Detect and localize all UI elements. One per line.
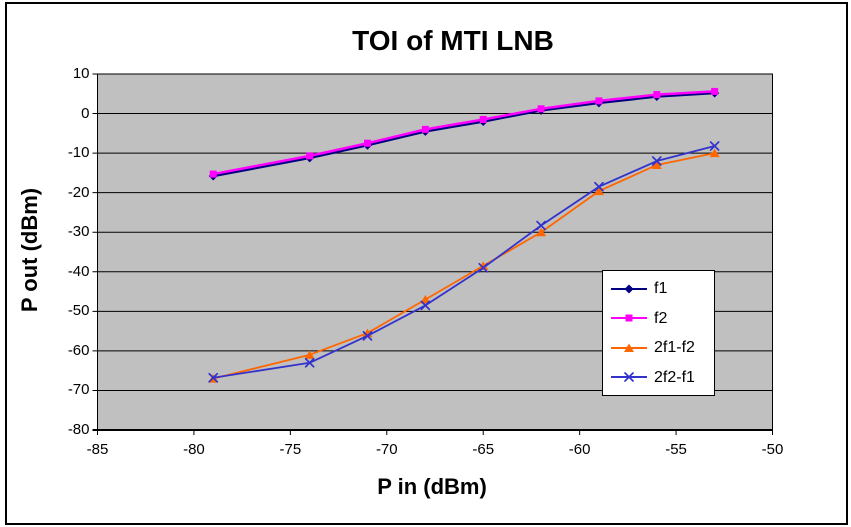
legend-marker-f2-icon	[611, 314, 647, 322]
y-tick-label: -30	[67, 223, 90, 241]
legend-item-f2: f2	[610, 310, 712, 327]
x-tick-label: -65	[472, 441, 495, 458]
legend-label: f2	[654, 309, 668, 327]
y-tick-label: -50	[67, 302, 90, 320]
y-tick-label: -20	[67, 183, 90, 201]
y-axis-title: P out (dBm)	[17, 187, 42, 313]
x-axis-title: P in (dBm)	[377, 474, 487, 499]
y-tick-label: -80	[67, 421, 90, 438]
y-tick-label: -60	[67, 341, 90, 359]
legend-item-f1: f1	[610, 280, 712, 297]
x-tick-label: -85	[86, 441, 109, 458]
x-tick-label: -55	[665, 441, 687, 458]
y-tick-label: 0	[81, 104, 90, 122]
x-tick-label: -50	[761, 441, 784, 458]
y-tick-label: -70	[67, 381, 90, 399]
legend-marker-2f1-f2-icon	[611, 343, 647, 352]
series-f2	[209, 87, 719, 178]
legend-label: 2f2-f1	[654, 368, 695, 386]
legend-item-2f1-f2: 2f1-f2	[610, 339, 712, 356]
x-tick-label: -70	[375, 441, 398, 458]
legend-label: 2f1-f2	[654, 339, 695, 357]
x-tick-label: -75	[279, 441, 302, 458]
chart-title: TOI of MTI LNB	[352, 25, 554, 56]
y-tick-label: -40	[67, 262, 90, 280]
y-tick-label: -10	[67, 144, 90, 162]
legend-marker-2f2-f1-icon	[611, 372, 647, 383]
x-tick-label: -80	[183, 441, 205, 458]
series-2f2-f1	[208, 141, 720, 383]
y-tick-label: 10	[72, 65, 90, 82]
legend-marker-f1-icon	[611, 284, 647, 294]
x-tick-label: -60	[568, 441, 591, 458]
legend: f1 f2 2f1-f2 2f2-f1	[602, 270, 715, 396]
legend-label: f1	[654, 280, 668, 298]
legend-item-2f2-f1: 2f2-f1	[610, 369, 712, 386]
